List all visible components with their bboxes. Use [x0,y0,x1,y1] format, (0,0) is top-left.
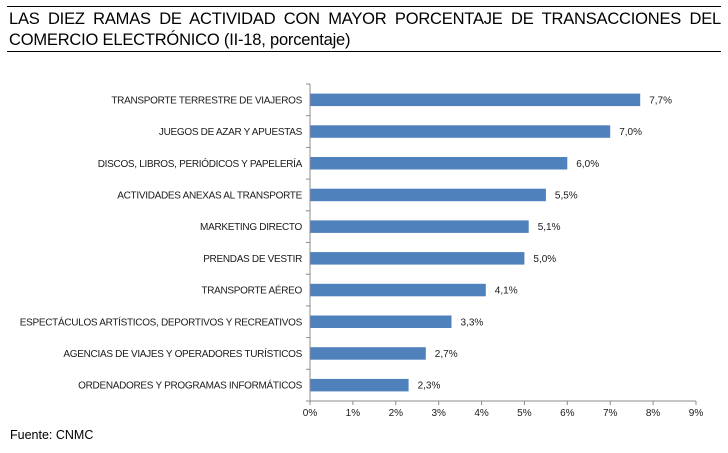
x-tick-label: 2% [389,408,404,419]
x-tick-label: 8% [646,408,661,419]
bar [310,315,452,328]
bar [310,220,529,233]
x-tick-label: 5% [517,408,532,419]
x-tick-label: 6% [560,408,575,419]
chart-title: LAS DIEZ RAMAS DE ACTIVIDAD CON MAYOR PO… [9,10,721,49]
x-tick-label: 3% [431,408,446,419]
category-label: ESPECTÁCULOS ARTÍSTICOS, DEPORTIVOS Y RE… [20,315,303,328]
x-tick-label: 0% [303,408,318,419]
value-label: 7,0% [619,127,642,138]
x-tick-label: 4% [474,408,489,419]
value-label: 5,1% [538,222,561,233]
x-tick-label: 9% [689,408,704,419]
bar [310,347,426,360]
category-label: ACTIVIDADES ANEXAS AL TRANSPORTE [117,190,302,201]
bar [310,252,525,265]
bar [310,93,641,107]
category-label: ORDENADORES Y PROGRAMAS INFORMÁTICOS [78,379,302,392]
category-label: AGENCIAS DE VIAJES Y OPERADORES TURÍSTIC… [63,347,302,360]
bar [310,188,546,202]
value-label: 5,0% [533,254,556,265]
bar [310,157,568,170]
value-label: 6,0% [576,159,599,170]
category-label: MARKETING DIRECTO [200,222,302,233]
value-label: 2,7% [435,349,458,360]
category-label: TRANSPORTE AÉREO [201,284,302,297]
value-label: 4,1% [495,286,518,297]
bars-layer: TRANSPORTE TERRESTRE DE VIAJEROS 7,7% JUEG… [20,93,672,392]
axes-layer: 0% 1% 2% 3% 4% 5% 6% 7% 8% 9% [303,83,704,419]
value-label: 3,3% [461,317,484,328]
category-label: PRENDAS DE VESTIR [203,254,302,265]
x-tick-label: 1% [346,408,361,419]
bar [310,378,409,392]
value-label: 5,5% [555,190,578,201]
value-label: 7,7% [649,95,672,106]
bar [310,125,611,138]
category-label: DISCOS, LIBROS, PERIÓDICOS Y PAPELERÍA [98,157,303,170]
bar-chart: TRANSPORTE TERRESTRE DE VIAJEROS 7,7% JUEG… [20,83,704,419]
title-bottom-rule [7,51,721,52]
category-label: JUEGOS DE AZAR Y APUESTAS [159,127,303,138]
x-tick-label: 7% [603,408,618,419]
title-top-rule [7,6,721,7]
value-label: 2,3% [418,381,441,392]
bar [310,283,486,297]
category-label: TRANSPORTE TERRESTRE DE VIAJEROS [111,95,302,106]
source-note: Fuente: CNMC [10,428,94,442]
